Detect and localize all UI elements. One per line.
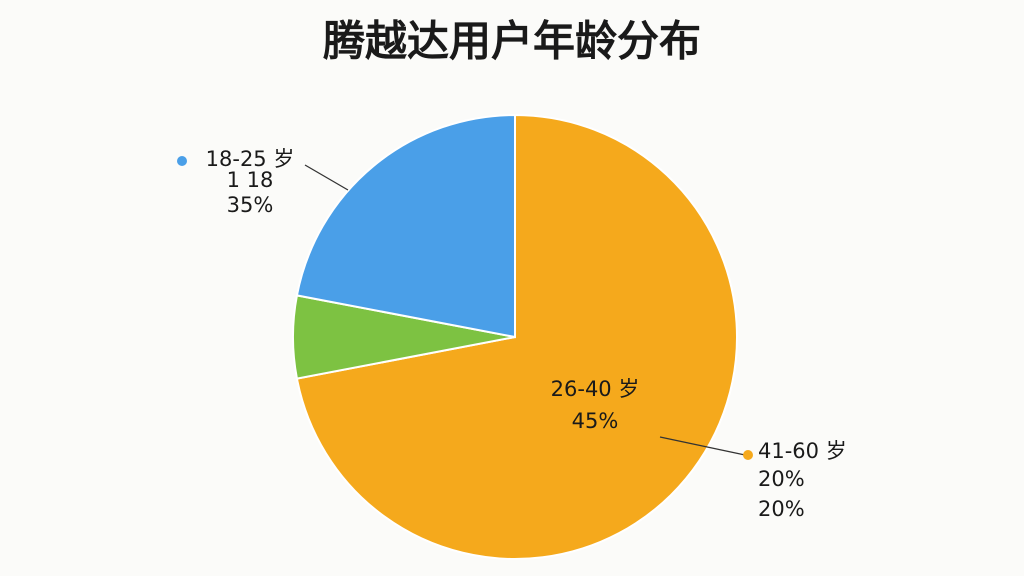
slice-label: 41-60 岁 [758, 439, 847, 463]
pie-slice [295, 113, 516, 339]
leader-dot [743, 450, 753, 460]
slice-label: 20% [758, 467, 805, 491]
slice-label: 45% [572, 409, 619, 433]
slice-label: 35% [227, 193, 274, 217]
pie-slice [295, 113, 738, 560]
slice-label: 20% [758, 497, 805, 521]
chart-title: 腾越达用户年龄分布 [323, 17, 701, 66]
slice-label: 26-40 岁 [551, 377, 640, 401]
leader-line [304, 164, 349, 191]
slice-label: 18-25 岁 [206, 147, 295, 171]
leader-line [659, 436, 746, 456]
slice-label: 1 18 [227, 168, 274, 192]
leader-dot [177, 156, 187, 166]
